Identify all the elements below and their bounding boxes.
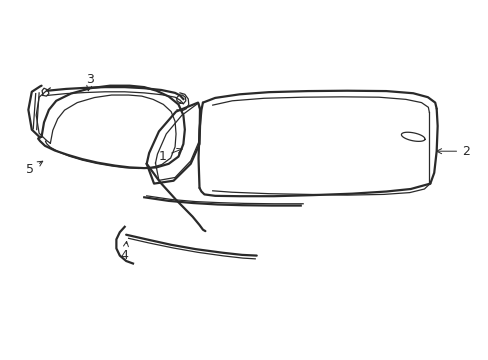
Text: 5: 5 <box>26 161 42 176</box>
Text: 4: 4 <box>121 242 128 262</box>
Text: 1: 1 <box>158 148 182 163</box>
Text: 3: 3 <box>86 73 94 91</box>
Text: 2: 2 <box>436 145 469 158</box>
